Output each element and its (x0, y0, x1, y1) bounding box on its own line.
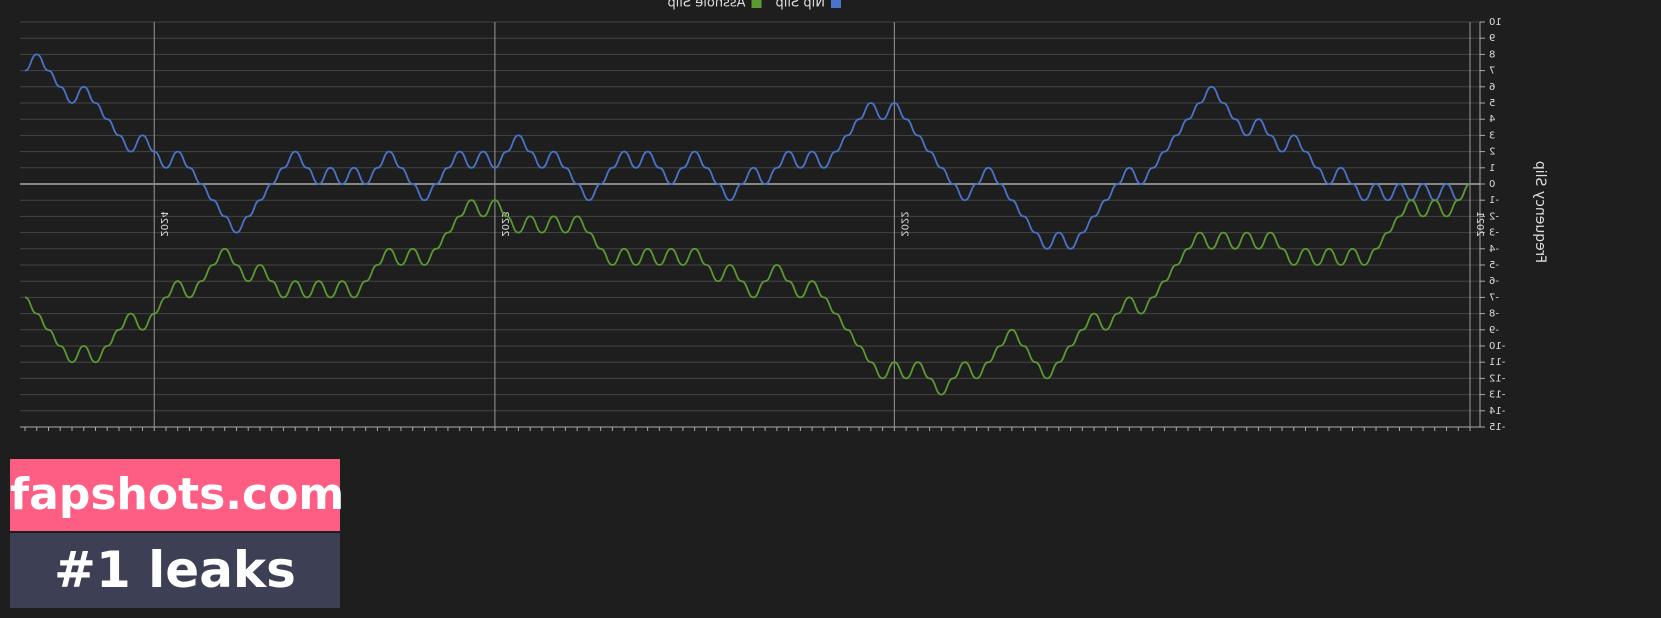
y-tick-label: -9 (1489, 325, 1499, 336)
year-label: 2023 (499, 211, 510, 236)
y-tick-label: -15 (1489, 422, 1505, 433)
y-tick-label: 10 (1489, 17, 1502, 28)
series-line (24, 53, 1471, 250)
y-tick-label: -6 (1489, 276, 1499, 287)
y-tick-label: -4 (1489, 244, 1499, 255)
y-tick-label: 0 (1489, 179, 1495, 190)
year-label: 2024 (158, 211, 169, 236)
legend-swatch (831, 0, 841, 8)
y-tick-label: 2 (1489, 147, 1495, 158)
y-tick-label: -2 (1489, 211, 1499, 222)
y-tick-label: -5 (1489, 260, 1499, 271)
y-tick-label: 3 (1489, 130, 1495, 141)
y-tick-label: -12 (1489, 373, 1505, 384)
y-tick-label: 8 (1489, 49, 1495, 60)
y-axis-label: Frequency Slip (1532, 161, 1548, 263)
watermark: fapshots.com (10, 459, 344, 531)
y-tick-label: -3 (1489, 228, 1499, 239)
year-label: 2022 (898, 211, 909, 236)
year-label: 2021 (1474, 211, 1485, 236)
y-tick-label: 6 (1489, 82, 1495, 93)
series-line (24, 183, 1471, 396)
legend-swatch (751, 0, 762, 8)
y-tick-label: -11 (1489, 357, 1505, 368)
y-tick-label: 9 (1489, 33, 1495, 44)
y-tick-label: 4 (1489, 114, 1495, 125)
y-tick-label: -1 (1489, 195, 1499, 206)
y-tick-label: -10 (1489, 341, 1505, 352)
watermark: #1 leaks (10, 533, 340, 608)
legend-label: Nip Slip (776, 0, 825, 11)
legend-label: Asshole Slip (667, 0, 745, 11)
y-tick-label: -7 (1489, 292, 1499, 303)
y-tick-label: 7 (1489, 66, 1495, 77)
y-tick-label: -8 (1489, 309, 1499, 320)
y-tick-label: 5 (1489, 98, 1495, 109)
y-tick-label: -14 (1489, 406, 1505, 417)
y-tick-label: -13 (1489, 390, 1505, 401)
y-tick-label: 1 (1489, 163, 1495, 174)
